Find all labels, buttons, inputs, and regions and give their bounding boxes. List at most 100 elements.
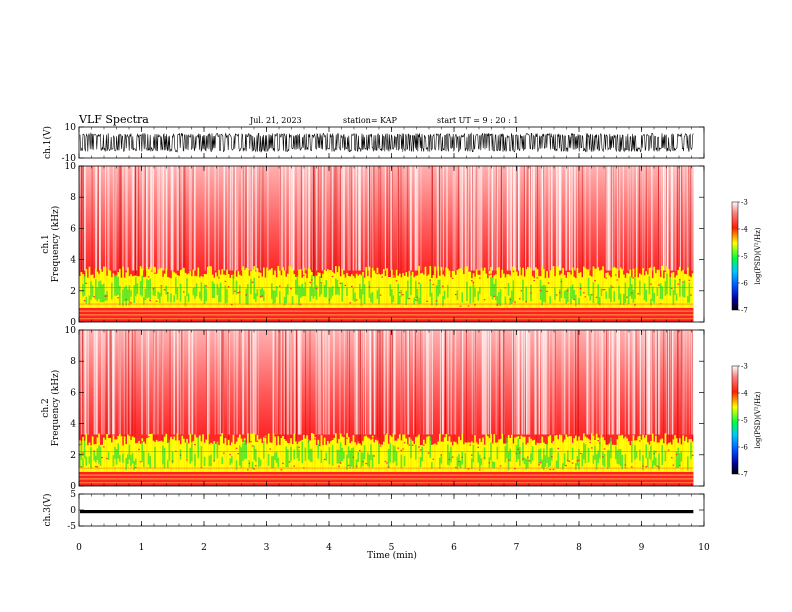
ch1-spectrogram-green-cell bbox=[499, 289, 502, 307]
ch2-spectrogram-streak bbox=[182, 330, 184, 435]
ch2-spectrogram-yellow-column bbox=[613, 444, 616, 472]
ch2-spectrogram-yellow-column bbox=[109, 437, 112, 472]
ch1-spectrogram-yellow-column bbox=[248, 275, 251, 308]
ch2-spectrogram-red-cell bbox=[179, 454, 182, 456]
ch1-spectrogram-yellow-column bbox=[413, 276, 416, 308]
ch2-spectrogram-red-cell bbox=[248, 462, 251, 465]
ch2-spectrogram-streak bbox=[129, 330, 131, 435]
ch2-spectrogram-streak bbox=[658, 330, 660, 435]
ch1-spectrogram-red-cell bbox=[331, 275, 334, 278]
ch1-spectrogram-yellow-column bbox=[471, 278, 473, 308]
ch1-spectrogram-yellow-column bbox=[226, 269, 228, 308]
ch1-spectrogram-streak bbox=[498, 166, 500, 271]
ch1-spectrogram-yellow-column bbox=[621, 269, 624, 308]
ch2-spectrogram-yellow-column bbox=[295, 441, 297, 472]
ch1-spectrogram-green-cell bbox=[335, 278, 337, 295]
ch1-spectrogram-spike bbox=[472, 166, 473, 291]
ch2-spectrogram-yellow-column bbox=[651, 433, 654, 472]
ch1-spectrogram-green-cell bbox=[509, 297, 512, 305]
ch2-spectrogram-yellow-column bbox=[426, 436, 428, 472]
ch1-spectrogram-yellow-column bbox=[482, 270, 484, 308]
ch2-spectrogram-red-cell bbox=[418, 446, 420, 448]
ch1-spectrogram-red-cell bbox=[205, 285, 208, 287]
y-tick-label: 0 bbox=[70, 506, 76, 516]
y-tick-label: 6 bbox=[70, 224, 76, 234]
ch1-spectrogram-yellow-column bbox=[384, 276, 387, 308]
ch2-spectrogram-yellow-column bbox=[418, 434, 420, 472]
y-tick-label: 10 bbox=[65, 123, 77, 133]
ch2-spectrogram-streak bbox=[592, 330, 594, 435]
ch2-spectrogram-streak bbox=[451, 330, 452, 435]
ch2-spectrogram-yellow-column bbox=[173, 436, 176, 472]
ch2-spectrogram-green-cell bbox=[690, 442, 692, 459]
ch2-spectrogram-yellow-column bbox=[247, 433, 249, 472]
ch2-spectrogram-streak bbox=[511, 330, 513, 435]
ch2-spectrogram-streak bbox=[439, 330, 441, 435]
ch1-spectrogram-green-cell bbox=[442, 295, 444, 306]
ch1-y-label: ch.1(V) bbox=[42, 126, 53, 159]
ch1-spectrogram-spike bbox=[118, 166, 120, 291]
ch1-spectrogram-green-cell bbox=[115, 274, 118, 296]
ch2-spectrogram-red-cell bbox=[471, 454, 473, 456]
ch2-spectrogram-green-cell bbox=[298, 449, 300, 462]
ch2-spectrogram-green-cell bbox=[362, 452, 364, 466]
ch2-spectrogram-streak bbox=[521, 330, 523, 435]
ch1-spectrogram-streak bbox=[605, 166, 608, 271]
ch2-spectrogram-green-cell bbox=[527, 457, 529, 469]
ch1-spectrogram-spike bbox=[407, 166, 409, 291]
ch2-spectrogram-green-cell bbox=[461, 451, 464, 465]
ch1-spectrogram-green-cell bbox=[143, 297, 145, 305]
ch1-spectrogram-yellow-column bbox=[231, 274, 233, 308]
ch2-spectrogram-green-cell bbox=[216, 441, 219, 459]
ch1-spectrogram-green-cell bbox=[295, 279, 297, 295]
ch2-spectrogram-yellow-column bbox=[346, 433, 348, 472]
ch2-spectrogram-yellow-column bbox=[218, 444, 220, 472]
ch2-spectrogram-streak bbox=[648, 330, 651, 435]
ch2-spectrogram-yellow-column bbox=[682, 435, 684, 472]
ch1-spectrogram-spike bbox=[312, 166, 314, 291]
ch1-spectrogram-streak bbox=[662, 166, 665, 271]
ch1-spectrogram-yellow-column bbox=[208, 265, 211, 308]
ch1-spectrogram-red-cell bbox=[395, 280, 398, 282]
ch1-spectrogram-red-cell bbox=[493, 295, 496, 297]
ch2-spectrogram-red-cell bbox=[403, 442, 406, 444]
ch2-spectrogram-streak bbox=[328, 330, 330, 435]
ch2-spectrogram-streak bbox=[319, 330, 322, 435]
ch1-spectrogram-streak bbox=[542, 166, 544, 271]
ch1-colorbar-tick-label: -3 bbox=[741, 199, 748, 207]
ch1-spectrogram-green-cell bbox=[389, 284, 392, 297]
ch2-spectrogram-green-cell bbox=[675, 451, 678, 469]
ch2-spectrogram-yellow-column bbox=[487, 436, 489, 472]
ch2-spectrogram-streak bbox=[588, 330, 591, 435]
ch1-spectrogram-green-cell bbox=[613, 291, 616, 302]
ch2-spectrogram-red-cell bbox=[467, 468, 470, 470]
ch1-spectrogram-green-cell bbox=[219, 282, 222, 303]
ch1-spectrogram-streak bbox=[568, 166, 571, 271]
ch2-spectrogram-green-cell bbox=[491, 461, 494, 468]
ch2-spectrogram-green-cell bbox=[98, 445, 100, 464]
ch1-spectrogram-red-cell bbox=[368, 286, 371, 288]
ch2-spectrogram-yellow-column bbox=[330, 440, 332, 472]
ch2-spectrogram-streak bbox=[461, 330, 464, 435]
ch1-spectrogram-streak bbox=[550, 166, 553, 271]
ch1-spectrogram-green-cell bbox=[83, 275, 86, 296]
ch2-spectrogram-yellow-column bbox=[491, 443, 494, 472]
ch2-spectrogram-yellow-column bbox=[423, 439, 425, 472]
ch2-spectrogram-green-cell bbox=[547, 456, 550, 468]
ch2-spectrogram-yellow-column bbox=[659, 439, 662, 472]
ch1-spectrogram-spike bbox=[134, 166, 136, 291]
ch2-spectrogram-streak bbox=[447, 330, 449, 435]
ch2-spectrogram-yellow-column bbox=[135, 443, 137, 472]
ch1-spectrogram-yellow-column bbox=[347, 275, 350, 308]
ch2-spectrogram-yellow-column bbox=[443, 437, 446, 472]
ch2-spectrogram-spike bbox=[169, 330, 171, 455]
ch2-spectrogram-streak bbox=[413, 330, 415, 435]
ch1-spectrogram-streak bbox=[619, 166, 621, 271]
ch2-spectrogram-streak bbox=[484, 330, 486, 435]
ch1-spectrogram-yellow-column bbox=[591, 276, 593, 308]
ch1-spectrogram-red-cell bbox=[455, 293, 457, 296]
ch2-spectrogram-yellow-column bbox=[499, 438, 502, 472]
ch2-spectrogram-green-cell bbox=[115, 449, 118, 465]
ch2-spectrogram-spike bbox=[513, 330, 514, 455]
ch2-spectrogram-yellow-column bbox=[267, 433, 270, 472]
